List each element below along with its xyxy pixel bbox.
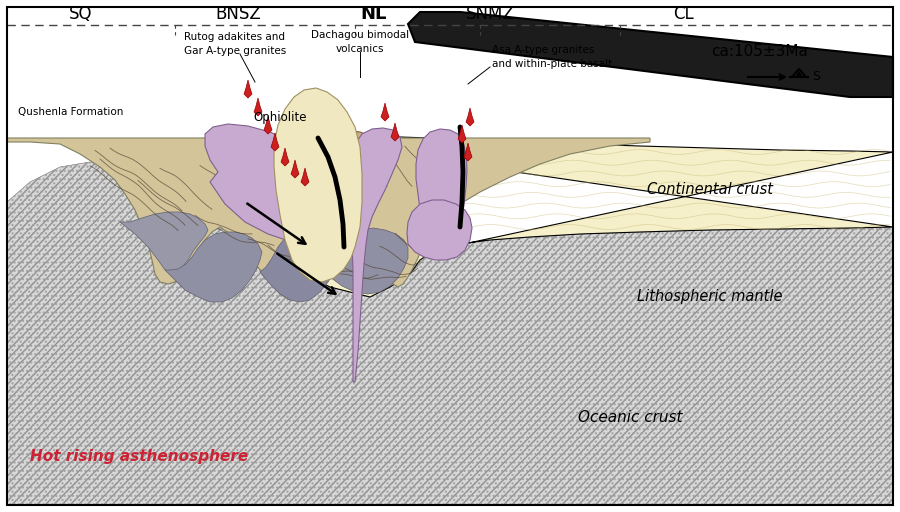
Polygon shape xyxy=(464,143,472,161)
Polygon shape xyxy=(416,129,467,258)
Text: Continental crust: Continental crust xyxy=(647,182,773,198)
Polygon shape xyxy=(264,116,272,134)
Text: CL: CL xyxy=(673,5,695,23)
Text: NL: NL xyxy=(360,5,387,23)
Polygon shape xyxy=(7,162,420,505)
Polygon shape xyxy=(330,228,408,294)
Text: Hot rising asthenosphere: Hot rising asthenosphere xyxy=(30,450,248,464)
Polygon shape xyxy=(796,72,802,77)
Text: Qushenla Formation: Qushenla Formation xyxy=(18,107,123,117)
Polygon shape xyxy=(391,123,399,141)
Polygon shape xyxy=(7,138,650,300)
Text: Oceanic crust: Oceanic crust xyxy=(578,410,682,424)
Polygon shape xyxy=(271,133,279,151)
Text: ca:105±3Ma: ca:105±3Ma xyxy=(712,45,808,59)
Text: SNMZ: SNMZ xyxy=(466,5,515,23)
Polygon shape xyxy=(407,200,472,260)
Text: SQ: SQ xyxy=(69,5,93,23)
Polygon shape xyxy=(244,80,252,98)
Polygon shape xyxy=(458,125,466,143)
Text: S: S xyxy=(812,71,820,83)
Text: Lithospheric mantle: Lithospheric mantle xyxy=(637,289,783,305)
Polygon shape xyxy=(348,128,402,382)
Polygon shape xyxy=(260,227,340,302)
Polygon shape xyxy=(7,162,893,505)
Text: Ophiolite: Ophiolite xyxy=(253,111,307,123)
Polygon shape xyxy=(466,108,474,126)
Text: Dachagou bimodal
volcanics: Dachagou bimodal volcanics xyxy=(310,30,410,54)
Polygon shape xyxy=(205,124,360,246)
Polygon shape xyxy=(7,217,355,505)
Polygon shape xyxy=(291,160,299,178)
Polygon shape xyxy=(310,137,893,297)
Text: Asa A-type granites
and within-plate basalt: Asa A-type granites and within-plate bas… xyxy=(492,46,612,69)
Polygon shape xyxy=(381,103,389,121)
Polygon shape xyxy=(7,264,255,505)
Polygon shape xyxy=(254,98,262,116)
Polygon shape xyxy=(274,88,362,282)
Polygon shape xyxy=(7,318,162,505)
Text: BNSZ: BNSZ xyxy=(216,5,261,23)
Polygon shape xyxy=(301,168,309,186)
Polygon shape xyxy=(165,232,262,302)
Polygon shape xyxy=(281,148,289,166)
Polygon shape xyxy=(288,130,375,166)
Polygon shape xyxy=(120,212,208,274)
Polygon shape xyxy=(408,12,893,97)
Text: Rutog adakites and
Gar A-type granites: Rutog adakites and Gar A-type granites xyxy=(184,32,286,56)
